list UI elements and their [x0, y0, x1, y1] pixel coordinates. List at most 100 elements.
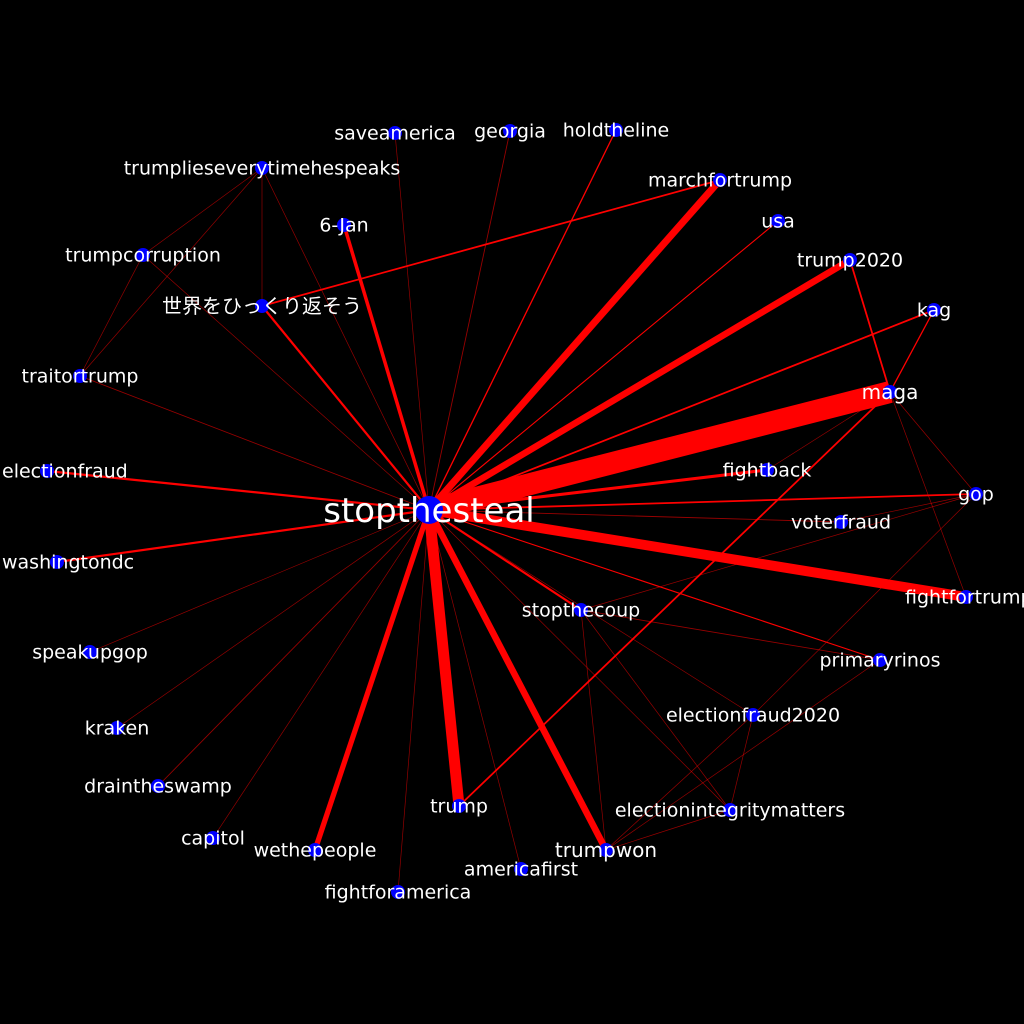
label-capitol: capitol	[181, 828, 245, 850]
node-fightforamerica[interactable]	[391, 885, 405, 899]
edge-trumpcorruption-traitortrump	[79, 254, 144, 377]
edge-stopthesteal-trump2020	[427, 257, 852, 513]
label-trumpwon: trumpwon	[555, 838, 657, 862]
node-fightfortrump[interactable]	[959, 590, 973, 604]
edge-maga-fightback	[766, 391, 891, 471]
node-6jan[interactable]	[337, 218, 351, 232]
edge-maga-fightfortrump	[889, 391, 967, 598]
node-trumpcorruption[interactable]	[136, 248, 150, 262]
node-electionfraud2020[interactable]	[746, 708, 760, 722]
label-marchfortrump: marchfortrump	[648, 170, 792, 192]
edge-stopthesteal-primaryrinos	[428, 509, 881, 661]
node-trumplies[interactable]	[255, 161, 269, 175]
label-primaryrinos: primaryrinos	[819, 650, 940, 672]
label-speakupgop: speakupgop	[32, 642, 148, 664]
edge-stopthesteal-fightforamerica	[397, 509, 430, 893]
edge-stopthesteal-usa	[428, 220, 779, 511]
label-electionfraud2020: electionfraud2020	[666, 705, 840, 727]
node-georgia[interactable]	[503, 124, 517, 138]
edge-stopthesteal-fightfortrump	[428, 505, 967, 602]
edge-maga-kag	[889, 309, 935, 393]
node-trump[interactable]	[452, 799, 466, 813]
node-usa[interactable]	[771, 214, 785, 228]
edge-stopthesteal-speakupgop	[89, 509, 430, 653]
node-traitortrump[interactable]	[73, 369, 87, 383]
label-draintheswamp: draintheswamp	[84, 776, 232, 798]
edge-stopthesteal-trumpcorruption	[142, 254, 430, 511]
edge-stopthesteal-wethepeople	[312, 509, 432, 851]
node-holdtheline[interactable]	[609, 123, 623, 137]
edge-sekai-marchfortrump	[261, 179, 721, 307]
label-usa: usa	[761, 211, 795, 233]
label-georgia: georgia	[474, 121, 546, 143]
label-kraken: kraken	[85, 718, 150, 740]
label-wethepeople: wethepeople	[254, 840, 377, 862]
edge-maga-gop	[889, 391, 977, 495]
node-trumpwon[interactable]	[599, 843, 613, 857]
edge-stopthesteal-traitortrump	[79, 375, 430, 511]
edge-stopthesteal-holdtheline	[428, 129, 617, 511]
edge-stopthesteal-saveamerica	[394, 132, 430, 511]
node-primaryrinos[interactable]	[873, 653, 887, 667]
label-stopthesteal: stopthesteal	[323, 491, 534, 531]
node-maga[interactable]	[883, 385, 897, 399]
label-trumplies: trumplieseverytimehespeaks	[124, 158, 401, 180]
label-electionfraud: electionfraud	[2, 461, 128, 483]
node-kraken[interactable]	[110, 721, 124, 735]
label-trumpcorruption: trumpcorruption	[65, 245, 221, 267]
node-kag[interactable]	[927, 303, 941, 317]
node-electionintegritymatters[interactable]	[723, 803, 737, 817]
node-saveamerica[interactable]	[388, 126, 402, 140]
edge-stopthesteal-kag	[428, 309, 935, 511]
node-gop[interactable]	[969, 487, 983, 501]
label-sekai: 世界をひっくり返そう	[162, 294, 362, 318]
node-capitol[interactable]	[206, 831, 220, 845]
label-kag: kag	[917, 300, 951, 322]
node-speakupgop[interactable]	[83, 645, 97, 659]
edge-stopthesteal-trumpwon	[426, 508, 609, 852]
label-6jan: 6-Jan	[319, 215, 368, 237]
edge-stopthesteal-washingtondc	[56, 508, 430, 564]
node-trump2020[interactable]	[843, 253, 857, 267]
node-wethepeople[interactable]	[308, 843, 322, 857]
label-americafirst: americafirst	[464, 859, 578, 881]
edge-electionfraud2020-electionintegritymatters	[729, 714, 754, 811]
graph-labels: stopthesteal maga trump fightfortrump marchf…	[2, 120, 1024, 904]
label-stopthecoup: stopthecoup	[522, 600, 640, 622]
edge-stopthecoup-trumpwon	[580, 609, 607, 851]
edge-stopthesteal-electionfraud	[46, 469, 430, 512]
edge-stopthesteal-maga	[426, 381, 893, 521]
label-voterfraud: voterfraud	[791, 512, 891, 534]
graph-nodes	[40, 123, 983, 899]
edge-gop-electionfraud2020	[752, 493, 977, 716]
edge-stopthesteal-draintheswamp	[157, 509, 430, 787]
edge-stopthesteal-marchfortrump	[426, 177, 723, 513]
node-washingtondc[interactable]	[50, 555, 64, 569]
edge-stopthesteal-americafirst	[428, 509, 522, 870]
node-fightback[interactable]	[760, 463, 774, 477]
edge-stopthesteal-kraken	[116, 509, 430, 729]
edge-stopthesteal-fightback	[428, 468, 768, 512]
node-electionfraud[interactable]	[40, 464, 54, 478]
label-traitortrump: traitortrump	[22, 366, 139, 388]
graph-edges	[46, 129, 977, 893]
node-stopthesteal[interactable]	[415, 496, 443, 524]
label-fightforamerica: fightforamerica	[325, 882, 472, 904]
edge-trumpwon-electionintegritymatters	[605, 809, 731, 851]
node-voterfraud[interactable]	[834, 515, 848, 529]
edge-stopthesteal-sekai	[261, 305, 430, 511]
node-sekai[interactable]	[255, 299, 269, 313]
edge-stopthesteal-stopthecoup	[428, 509, 582, 611]
edge-gop-voterfraud	[840, 493, 977, 523]
label-washingtondc: washingtondc	[2, 552, 134, 574]
label-trump2020: trump2020	[797, 250, 903, 272]
node-stopthecoup[interactable]	[574, 603, 588, 617]
node-marchfortrump[interactable]	[713, 173, 727, 187]
edge-stopthesteal-georgia	[428, 130, 511, 511]
edge-electionfraud2020-trumpwon	[605, 714, 754, 851]
node-americafirst[interactable]	[514, 862, 528, 876]
node-draintheswamp[interactable]	[151, 779, 165, 793]
edge-maga-trump	[458, 391, 891, 807]
label-saveamerica: saveamerica	[334, 123, 456, 145]
